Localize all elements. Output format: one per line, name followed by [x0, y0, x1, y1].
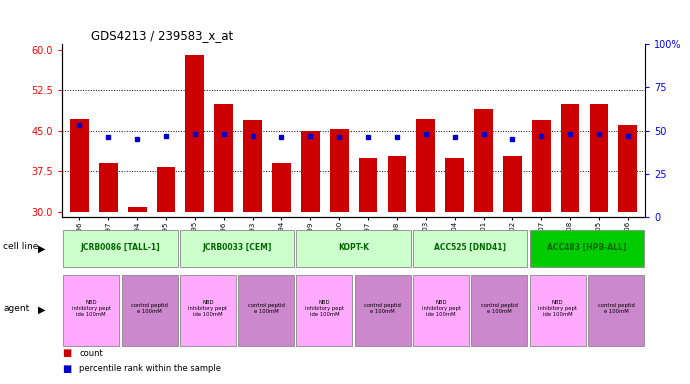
Bar [70, 119, 89, 212]
Bar [532, 120, 551, 212]
Text: control peptid
e 100mM: control peptid e 100mM [364, 303, 401, 314]
Bar [180, 230, 294, 267]
Bar [215, 104, 233, 212]
Bar [63, 275, 119, 346]
Text: KOPT-K: KOPT-K [338, 243, 369, 252]
Text: ACC525 [DND41]: ACC525 [DND41] [434, 243, 506, 252]
Bar [297, 275, 353, 346]
Bar [297, 230, 411, 267]
Text: NBD
inhibitory pept
ide 100mM: NBD inhibitory pept ide 100mM [305, 300, 344, 317]
Bar [157, 167, 175, 212]
Text: cell line: cell line [3, 242, 39, 251]
Bar [618, 125, 637, 212]
Bar [388, 157, 406, 212]
Bar [413, 275, 469, 346]
Bar [121, 275, 177, 346]
Bar [471, 275, 527, 346]
Text: control peptid
e 100mM: control peptid e 100mM [131, 303, 168, 314]
Bar [272, 163, 291, 212]
Bar [588, 275, 644, 346]
Bar [186, 55, 204, 212]
Text: NBD
inhibitory pept
ide 100mM: NBD inhibitory pept ide 100mM [422, 300, 461, 317]
Text: GDS4213 / 239583_x_at: GDS4213 / 239583_x_at [91, 28, 233, 41]
Text: ACC483 [HPB-ALL]: ACC483 [HPB-ALL] [547, 243, 627, 252]
Text: control peptid
e 100mM: control peptid e 100mM [481, 303, 518, 314]
Text: NBD
inhibitory pept
ide 100mM: NBD inhibitory pept ide 100mM [72, 300, 111, 317]
Text: ▶: ▶ [38, 243, 46, 254]
Text: NBD
inhibitory pept
ide 100mM: NBD inhibitory pept ide 100mM [538, 300, 578, 317]
Text: count: count [79, 349, 103, 358]
Bar [445, 157, 464, 212]
Bar [99, 163, 118, 212]
Bar [413, 230, 527, 267]
Text: percentile rank within the sample: percentile rank within the sample [79, 364, 221, 373]
Text: control peptid
e 100mM: control peptid e 100mM [598, 303, 634, 314]
Bar [474, 109, 493, 212]
Text: ▶: ▶ [38, 305, 46, 315]
Bar [589, 104, 609, 212]
Bar [128, 207, 146, 212]
Bar [530, 230, 644, 267]
Bar [503, 157, 522, 212]
Bar [180, 275, 236, 346]
Bar [301, 131, 319, 212]
Bar [238, 275, 294, 346]
Bar [416, 119, 435, 212]
Bar [561, 104, 580, 212]
Text: JCRB0033 [CEM]: JCRB0033 [CEM] [202, 243, 272, 252]
Text: JCRB0086 [TALL-1]: JCRB0086 [TALL-1] [81, 243, 160, 252]
Bar [243, 120, 262, 212]
Bar [530, 275, 586, 346]
Bar [330, 129, 348, 212]
Bar [359, 157, 377, 212]
Bar [63, 230, 177, 267]
Bar [355, 275, 411, 346]
Text: ■: ■ [62, 364, 71, 374]
Text: agent: agent [3, 304, 30, 313]
Text: ■: ■ [62, 348, 71, 358]
Text: control peptid
e 100mM: control peptid e 100mM [248, 303, 284, 314]
Text: NBD
inhibitory pept
ide 100mM: NBD inhibitory pept ide 100mM [188, 300, 228, 317]
